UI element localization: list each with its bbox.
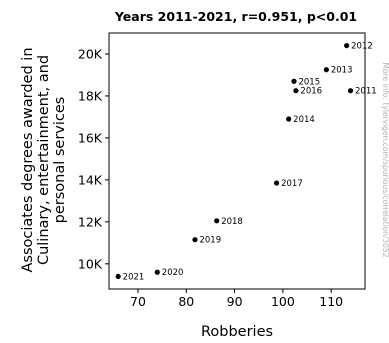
data-point-2013 <box>324 67 329 72</box>
source-note: More info: tylervigen.com/spurious/corre… <box>381 63 389 258</box>
data-points: 2011201220132014201520162017201820192020… <box>116 42 377 283</box>
y-axis: 10K 12K 14K 16K 18K 20K <box>78 46 109 271</box>
data-point-2018 <box>214 218 219 223</box>
x-axis-label: Robberies <box>201 324 273 340</box>
data-point-2017 <box>274 180 279 185</box>
point-label-2017: 2017 <box>281 179 303 189</box>
x-tick-label: 80 <box>178 294 194 309</box>
point-label-2013: 2013 <box>331 66 353 76</box>
data-point-2011 <box>348 88 353 93</box>
y-axis-label-line-1: Associates degrees awarded in <box>20 47 36 272</box>
chart-title: Years 2011-2021, r=0.951, p<0.01 <box>114 9 357 24</box>
point-label-2012: 2012 <box>351 42 373 52</box>
x-tick-label: 90 <box>227 294 243 309</box>
point-label-2016: 2016 <box>300 87 322 97</box>
data-point-2014 <box>286 116 291 121</box>
x-tick-label: 110 <box>319 294 343 309</box>
data-point-2019 <box>192 237 197 242</box>
y-axis-label: Associates degrees awarded in Culinary, … <box>20 47 68 272</box>
x-tick-label: 70 <box>130 294 146 309</box>
y-tick-label: 10K <box>78 256 103 271</box>
point-label-2014: 2014 <box>293 115 315 125</box>
y-axis-label-line-2: Culinary, entertainment, and <box>36 55 52 265</box>
point-label-2018: 2018 <box>221 217 243 227</box>
x-axis: 70 80 90 100 110 <box>130 289 343 309</box>
point-label-2021: 2021 <box>123 272 145 282</box>
data-point-2016 <box>293 88 298 93</box>
point-label-2019: 2019 <box>199 236 221 246</box>
source-note-text: More info: tylervigen.com/spurious/corre… <box>381 63 389 258</box>
data-point-2020 <box>155 270 160 275</box>
x-tick-label: 100 <box>271 294 295 309</box>
data-point-2015 <box>291 79 296 84</box>
y-tick-label: 12K <box>78 214 103 229</box>
data-point-2021 <box>116 274 121 279</box>
point-label-2011: 2011 <box>355 87 377 97</box>
y-axis-label-line-3: personal services <box>52 97 68 224</box>
point-label-2020: 2020 <box>162 268 184 278</box>
y-tick-label: 20K <box>78 46 103 61</box>
data-point-2012 <box>344 43 349 48</box>
y-tick-label: 14K <box>78 172 103 187</box>
y-tick-label: 18K <box>78 88 103 103</box>
y-tick-label: 16K <box>78 130 103 145</box>
